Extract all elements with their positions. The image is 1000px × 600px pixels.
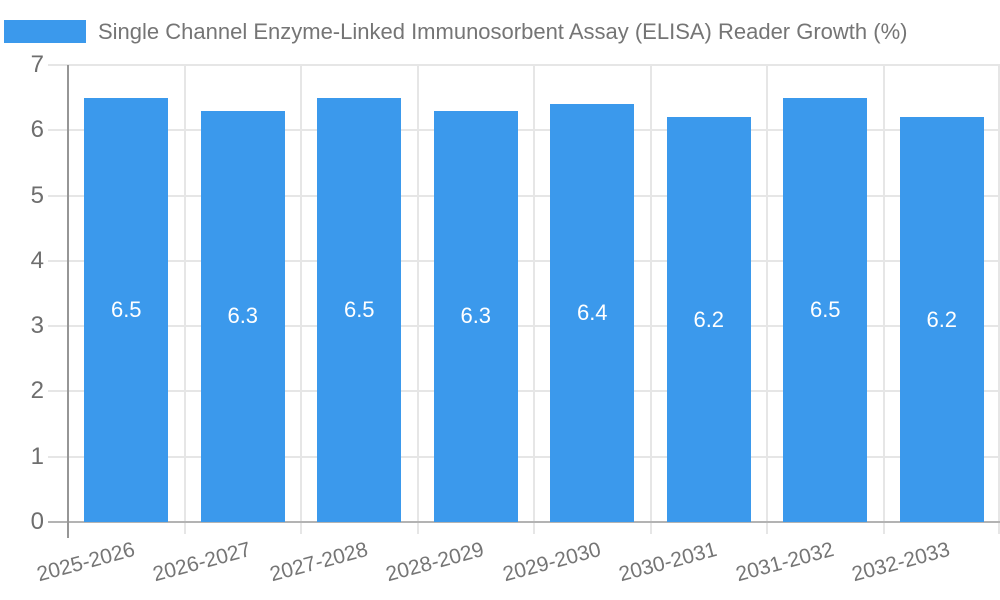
y-tick-label: 0 (30, 508, 44, 535)
bar-value-label: 6.5 (343, 296, 375, 322)
bar-value-label: 6.5 (809, 296, 841, 322)
gridline-vertical (766, 65, 768, 534)
gridline-vertical (416, 65, 419, 534)
bar-value-label: 6.3 (227, 303, 259, 329)
gridline-horizontal (48, 325, 1000, 328)
x-tick-label: 2026-2027 (150, 538, 254, 587)
y-tick-label: 7 (30, 51, 44, 78)
gridline-horizontal (48, 390, 1000, 393)
gridline-vertical (533, 65, 535, 534)
bar-value-label: 6.2 (693, 306, 725, 332)
bar-value-label: 6.5 (110, 296, 142, 322)
gridline-vertical (882, 65, 885, 534)
x-tick-label: 2029-2030 (500, 538, 604, 587)
y-tick-label: 3 (30, 312, 44, 340)
bar: 6.3 (200, 110, 285, 522)
bar: 6.2 (666, 117, 751, 522)
y-tick-label: 5 (30, 181, 44, 209)
x-tick-label: 2032-2033 (849, 538, 953, 587)
gridline-horizontal (48, 259, 1000, 262)
legend-swatch (4, 20, 86, 43)
bar-value-label: 6.4 (576, 300, 608, 326)
bar: 6.5 (317, 97, 402, 522)
bar: 6.3 (433, 110, 518, 522)
y-axis-line (67, 65, 69, 538)
gridline-vertical (998, 65, 1000, 534)
gridline-horizontal (48, 129, 1000, 132)
x-tick-label: 2030-2031 (616, 538, 720, 587)
x-tick-label: 2031-2032 (733, 538, 837, 587)
gridline-horizontal (48, 455, 1000, 458)
gridline-vertical (649, 65, 652, 534)
bar-value-label: 6.2 (926, 306, 958, 332)
y-tick-label: 1 (30, 442, 44, 470)
gridline-horizontal (48, 64, 1000, 66)
x-tick-label: 2028-2029 (383, 538, 487, 587)
bar: 6.2 (899, 117, 984, 522)
bar: 6.5 (84, 97, 169, 522)
bar: 6.5 (783, 97, 868, 522)
y-tick-label: 6 (30, 116, 44, 144)
legend: Single Channel Enzyme-Linked Immunosorbe… (4, 19, 907, 44)
x-axis-line (48, 521, 1000, 523)
x-tick-label: 2025-2026 (34, 538, 138, 587)
x-tick-label: 2027-2028 (267, 538, 371, 587)
bar-value-label: 6.3 (460, 303, 492, 329)
gridline-vertical (300, 65, 302, 534)
gridline-horizontal (48, 194, 1000, 197)
bar: 6.4 (550, 104, 635, 522)
y-tick-label: 4 (30, 246, 44, 274)
chart-title: Single Channel Enzyme-Linked Immunosorbe… (98, 18, 908, 44)
gridline-vertical (183, 65, 186, 534)
y-tick-label: 2 (30, 377, 44, 405)
